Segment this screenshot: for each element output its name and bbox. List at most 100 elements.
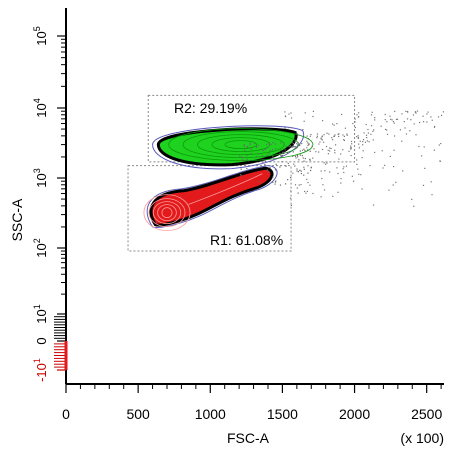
event-point	[265, 143, 268, 146]
event-point	[297, 141, 299, 144]
event-point	[297, 156, 299, 158]
contour-r1-tail	[188, 173, 263, 205]
event-point	[291, 140, 294, 142]
event-point	[393, 122, 395, 124]
event-point	[357, 168, 359, 170]
event-point	[318, 143, 320, 145]
event-point	[285, 165, 287, 167]
y-tick-label: 102	[32, 238, 49, 257]
event-point	[279, 166, 281, 168]
event-point	[316, 135, 319, 137]
event-point	[352, 122, 354, 125]
event-point	[334, 144, 337, 146]
event-point	[364, 141, 366, 143]
event-point	[358, 173, 360, 175]
event-point	[312, 115, 314, 118]
event-point	[284, 111, 286, 113]
event-point	[370, 125, 373, 127]
event-point	[243, 144, 245, 146]
event-point	[306, 140, 308, 142]
event-point	[254, 142, 256, 144]
event-point	[334, 134, 336, 136]
event-point	[409, 130, 411, 132]
event-point	[299, 169, 301, 171]
event-point	[301, 155, 303, 157]
event-point	[415, 112, 417, 114]
gate-r2-label: R2: 29.19%	[174, 100, 247, 116]
event-point	[289, 197, 292, 199]
contour-r1-level	[148, 198, 186, 228]
event-point	[384, 119, 386, 121]
event-point	[321, 139, 323, 141]
contour-r2-level	[182, 131, 299, 159]
event-point	[309, 135, 311, 137]
y-tick-label: 101	[32, 304, 49, 323]
event-point	[357, 137, 359, 139]
event-point	[356, 163, 358, 165]
event-point	[334, 152, 336, 154]
event-point	[389, 115, 391, 117]
event-point	[312, 110, 315, 113]
event-point	[290, 176, 292, 179]
event-point	[320, 170, 322, 172]
event-point	[280, 142, 282, 144]
contour-r2-level	[211, 137, 271, 153]
event-point	[350, 140, 353, 143]
y-tick-label: 103	[32, 168, 49, 187]
event-point	[372, 204, 375, 206]
x-tick-label: 2000	[339, 406, 370, 422]
event-point	[333, 135, 335, 137]
event-point	[300, 172, 303, 175]
x-tick-label: 2500	[411, 406, 442, 422]
event-point	[321, 136, 323, 138]
event-point	[332, 195, 334, 197]
event-point	[431, 119, 433, 121]
event-point	[394, 110, 396, 113]
event-point	[395, 181, 397, 183]
event-point	[279, 149, 282, 151]
event-point	[315, 151, 317, 153]
event-point	[310, 133, 312, 136]
event-point	[294, 184, 297, 186]
event-point	[340, 182, 342, 184]
event-point	[313, 148, 315, 150]
event-point	[241, 159, 243, 161]
event-point	[396, 118, 399, 120]
event-point	[433, 149, 435, 151]
x-axis-label: FSC-A	[227, 430, 270, 446]
event-point	[297, 171, 300, 173]
event-point	[361, 188, 363, 190]
event-point	[324, 170, 326, 172]
event-point	[304, 149, 306, 152]
event-point	[300, 183, 302, 186]
event-point	[374, 119, 376, 121]
event-point	[430, 181, 432, 183]
event-point	[261, 155, 264, 157]
event-point	[320, 196, 322, 198]
event-point	[351, 175, 353, 177]
event-point	[402, 170, 404, 172]
event-point	[249, 143, 251, 146]
event-point	[275, 180, 277, 182]
contour-r2-level	[224, 140, 258, 150]
event-point	[287, 179, 289, 181]
event-point	[301, 142, 303, 145]
event-point	[349, 147, 352, 149]
event-point	[299, 144, 301, 146]
population-r1	[149, 166, 274, 227]
event-point	[274, 143, 277, 145]
event-point	[406, 111, 409, 113]
event-point	[357, 135, 359, 137]
event-point	[295, 157, 297, 159]
event-point	[422, 184, 425, 186]
event-point	[366, 136, 368, 139]
event-point	[350, 145, 352, 147]
event-point	[303, 148, 305, 150]
event-point	[382, 167, 384, 169]
event-point	[389, 155, 391, 158]
event-point	[331, 137, 333, 139]
event-point	[284, 149, 286, 151]
event-point	[426, 113, 428, 115]
event-point	[309, 184, 311, 186]
event-point	[299, 150, 301, 152]
